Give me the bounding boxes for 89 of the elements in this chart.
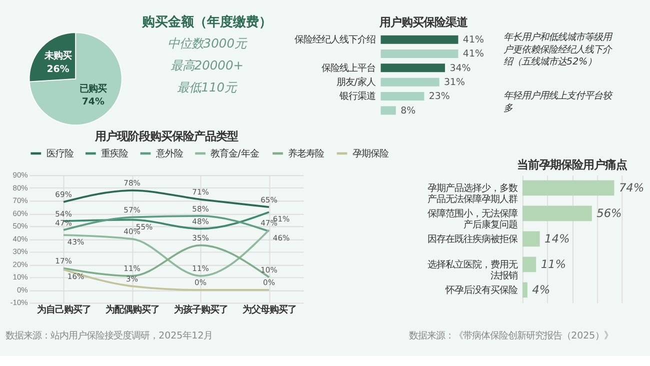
data-label: 11% — [540, 257, 566, 272]
data-label: 47% — [55, 218, 72, 228]
bar — [522, 231, 540, 247]
y-tick-label: 朋友/家人 — [336, 76, 376, 88]
bar — [522, 206, 592, 222]
data-label: 69% — [55, 190, 72, 200]
slice-label: 已购买 — [80, 84, 107, 94]
legend-label: 教育金/年金 — [210, 148, 259, 160]
bar — [380, 64, 445, 72]
bar — [380, 106, 396, 115]
x-tick-label: 为父母购买了 — [242, 304, 296, 316]
y-tick-label: 50% — [12, 222, 28, 231]
source-note: 数据来源：《带病体保险创新研究报告（2025）》 — [409, 330, 614, 342]
legend-label: 养老寿险 — [288, 148, 324, 160]
data-label: 10% — [260, 265, 278, 274]
text: 中位数3000元 — [167, 36, 248, 50]
data-label: 41% — [462, 34, 484, 46]
data-label: 0% — [194, 278, 207, 288]
bar — [380, 50, 458, 58]
data-label: 54% — [55, 209, 72, 218]
data-label: 0% — [263, 278, 276, 288]
y-tick-label: 保险线上平台 — [322, 62, 376, 74]
data-label: 26% — [46, 64, 70, 75]
bar — [522, 282, 528, 298]
y-tick-label: 20% — [12, 260, 28, 269]
y-tick-label: 80% — [12, 183, 28, 192]
data-label: 40% — [124, 227, 140, 236]
data-label: 43% — [67, 238, 84, 247]
data-label: 46% — [272, 234, 290, 243]
y-tick-label: 因存在既往疾病被拒保 — [427, 234, 518, 245]
data-label: 74% — [618, 180, 644, 195]
y-tick-label: 70% — [12, 196, 28, 206]
text: 年轻用户用线上支付平台较多 — [504, 90, 614, 114]
bar — [522, 180, 614, 196]
source-note: 数据来源：站内用户保险接受度调研，2025年12月 — [6, 330, 213, 342]
pie-slice — [28, 32, 122, 126]
y-tick-label: 孕期产品选择少，多数产品无法保障孕期人群 — [427, 182, 518, 206]
chart-title: 用户购买保险渠道 — [378, 14, 468, 29]
data-label: 11% — [124, 264, 140, 274]
data-label: 71% — [192, 188, 209, 197]
y-tick-label: 保障范围小，无法保障产后康复问题 — [427, 208, 518, 231]
y-tick-label: 保险经纪人线下介绍 — [294, 34, 376, 46]
y-tick-label: 选择私立医院，费用无法报销 — [427, 259, 518, 282]
bar — [522, 256, 536, 272]
data-label: 56% — [596, 206, 622, 220]
data-label: 74% — [82, 96, 105, 108]
legend-label: 孕期保险 — [352, 148, 388, 160]
y-tick-label: -10% — [10, 298, 28, 308]
data-label: 23% — [428, 91, 450, 102]
data-label: 3% — [126, 274, 138, 284]
data-label: 31% — [444, 76, 466, 88]
text: 年长用户和低线城市等级用户更依赖保险经纪人线下介绍（五线城市达52%） — [504, 32, 614, 68]
y-tick-label: 60% — [12, 208, 28, 218]
y-tick-label: 30% — [12, 247, 28, 256]
text: 最高20000+ — [170, 58, 244, 72]
data-label: 11% — [192, 264, 209, 274]
legend-label: 重疾险 — [101, 148, 128, 160]
bar — [380, 92, 424, 101]
legend-label: 医疗险 — [46, 148, 74, 160]
y-tick-label: 40% — [12, 234, 28, 244]
data-label: 48% — [192, 217, 209, 226]
data-label: 35% — [192, 234, 209, 243]
data-label: 58% — [192, 204, 209, 214]
y-tick-label: 银行渠道 — [338, 91, 376, 102]
data-label: 57% — [124, 206, 140, 215]
chart-title: 用户现阶段购买保险产品类型 — [94, 129, 238, 144]
data-label: 14% — [544, 232, 570, 246]
data-label: 8% — [400, 105, 416, 116]
x-tick-label: 为配偶购买了 — [106, 304, 160, 316]
x-tick-label: 为孩子购买了 — [174, 304, 228, 316]
y-tick-label: 10% — [12, 272, 28, 282]
y-tick-label: 90% — [12, 170, 28, 180]
legend-label: 意外险 — [154, 148, 183, 160]
bar — [380, 35, 458, 44]
y-tick-label: 怀孕后没有买保险 — [444, 284, 518, 296]
data-label: 4% — [532, 282, 550, 297]
y-tick-label: 0% — [16, 285, 28, 294]
text: 最低110元 — [177, 80, 238, 94]
text: 购买金额（年度缴费） — [140, 14, 272, 30]
chart-title: 当前孕期保险用户痛点 — [517, 158, 628, 172]
data-label: 65% — [260, 195, 278, 204]
data-label: 34% — [450, 62, 471, 74]
x-tick-label: 为自己购买了 — [37, 304, 92, 316]
data-label: 17% — [55, 256, 72, 266]
data-label: 16% — [67, 272, 84, 281]
data-label: 78% — [124, 178, 140, 188]
bar — [380, 78, 440, 86]
slice-label: 未购买 — [44, 50, 72, 62]
data-label: 41% — [462, 48, 484, 60]
